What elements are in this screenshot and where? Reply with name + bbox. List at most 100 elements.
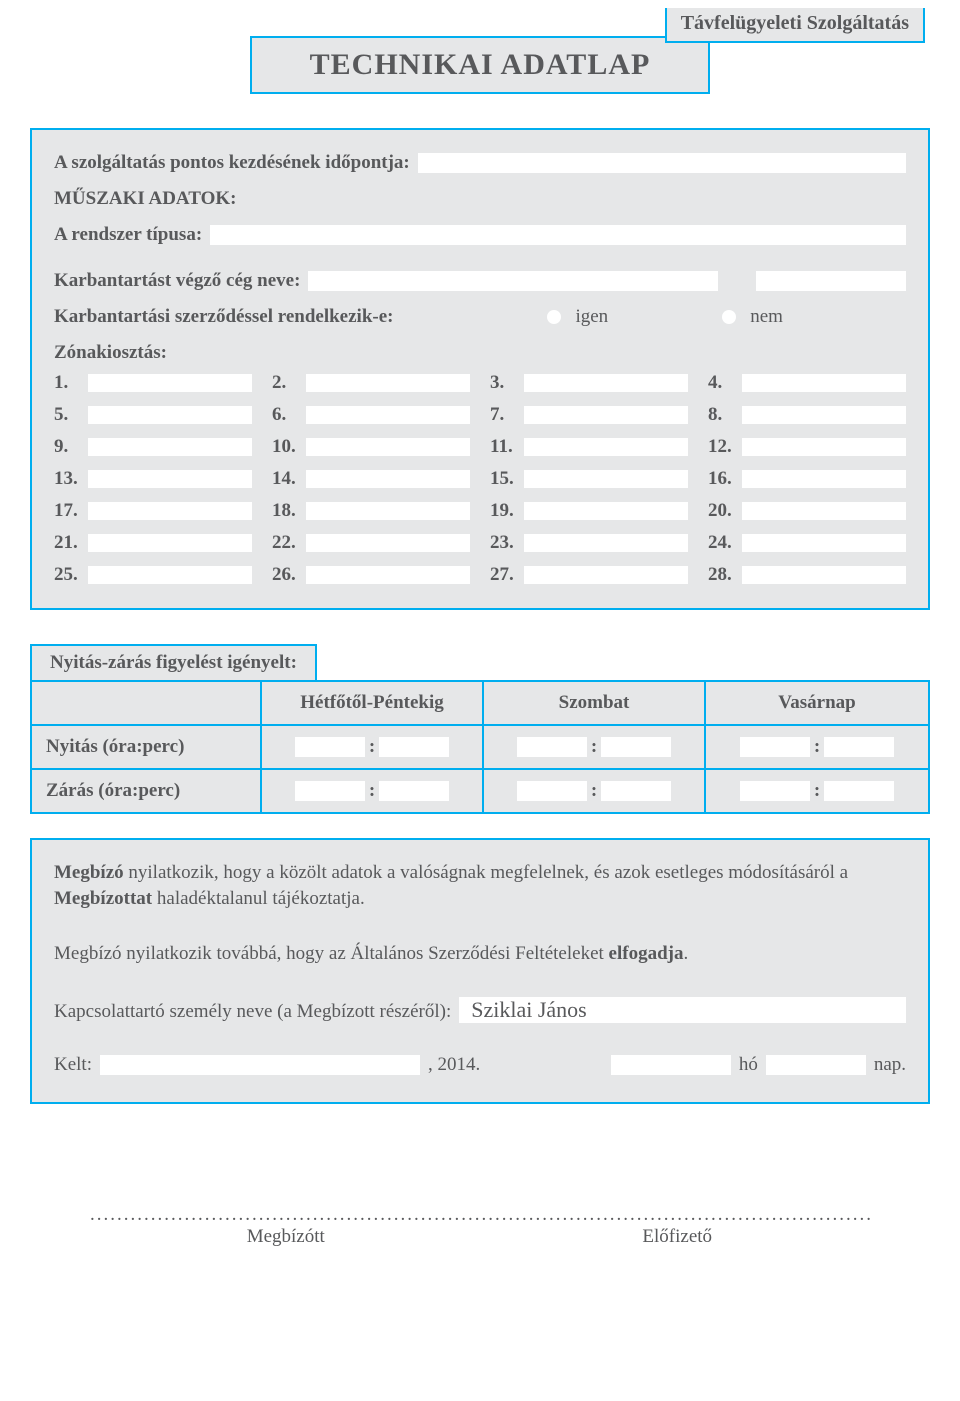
zone-label: 15. — [490, 468, 518, 490]
colon: : — [591, 736, 597, 758]
schedule-row-open-label: Nyitás (óra:perc) — [32, 726, 262, 770]
date-day-field[interactable] — [766, 1055, 866, 1075]
close-sat-min[interactable] — [601, 781, 671, 801]
zone-field[interactable] — [742, 566, 906, 584]
radio-yes-label: igen — [575, 306, 608, 328]
zone-grid: 1. 2. 3. 4. 5. 6. 7. 8. 9. 10. 11. 12. 1… — [54, 372, 906, 586]
contact-name-value: Sziklai János — [459, 995, 587, 1026]
zone-label: 12. — [708, 436, 736, 458]
zone-label: 19. — [490, 500, 518, 522]
open-sun-hour[interactable] — [740, 737, 810, 757]
schedule-row-close-label: Zárás (óra:perc) — [32, 770, 262, 812]
zone-label: 7. — [490, 404, 518, 426]
open-sat-hour[interactable] — [517, 737, 587, 757]
zone-field[interactable] — [306, 502, 470, 520]
close-sun-hour[interactable] — [740, 781, 810, 801]
contact-label: Kapcsolattartó személy neve (a Megbízott… — [54, 999, 451, 1025]
zone-label: 6. — [272, 404, 300, 426]
start-time-label: A szolgáltatás pontos kezdésének időpont… — [54, 152, 410, 174]
zone-field[interactable] — [742, 470, 906, 488]
zone-field[interactable] — [524, 470, 688, 488]
zone-label: 16. — [708, 468, 736, 490]
schedule-header-empty — [32, 682, 262, 726]
zone-field[interactable] — [306, 374, 470, 392]
zone-field[interactable] — [524, 534, 688, 552]
zone-label: 21. — [54, 532, 82, 554]
zone-label: 1. — [54, 372, 82, 394]
signature-dots: ........................................… — [482, 1204, 874, 1226]
signature-right-label: Előfizető — [482, 1226, 874, 1248]
service-corner-label: Távfelügyeleti Szolgáltatás — [665, 8, 925, 43]
zone-field[interactable] — [742, 374, 906, 392]
system-type-field[interactable] — [210, 225, 906, 245]
zone-label: 26. — [272, 564, 300, 586]
zone-field[interactable] — [524, 406, 688, 424]
signature-row: ........................................… — [30, 1204, 930, 1248]
zone-field[interactable] — [524, 374, 688, 392]
zone-field[interactable] — [306, 534, 470, 552]
close-weekday-hour[interactable] — [295, 781, 365, 801]
maint-company-field-2[interactable] — [756, 271, 906, 291]
colon: : — [814, 780, 820, 802]
zone-field[interactable] — [88, 374, 252, 392]
signature-left-label: Megbízótt — [90, 1226, 482, 1248]
open-sat-min[interactable] — [601, 737, 671, 757]
signature-right: ........................................… — [482, 1204, 874, 1248]
schedule-col-weekday: Hétfőtől-Péntekig — [262, 682, 484, 726]
zone-field[interactable] — [306, 406, 470, 424]
zone-label: 13. — [54, 468, 82, 490]
close-sun-min[interactable] — [824, 781, 894, 801]
date-place-field[interactable] — [100, 1055, 420, 1075]
schedule-table: Hétfőtől-Péntekig Szombat Vasárnap Nyitá… — [30, 680, 930, 814]
zone-field[interactable] — [524, 438, 688, 456]
maint-company-label: Karbantartást végző cég neve: — [54, 270, 300, 292]
contact-name-field[interactable]: Sziklai János — [459, 997, 906, 1023]
colon: : — [591, 780, 597, 802]
close-weekday-min[interactable] — [379, 781, 449, 801]
radio-yes[interactable] — [547, 310, 561, 324]
radio-no[interactable] — [722, 310, 736, 324]
zone-field[interactable] — [742, 502, 906, 520]
zone-label: 8. — [708, 404, 736, 426]
signature-dots: ........................................… — [90, 1204, 482, 1226]
date-year: , 2014. — [428, 1052, 480, 1078]
zone-field[interactable] — [742, 534, 906, 552]
zone-field[interactable] — [88, 438, 252, 456]
form-title: TECHNIKAI ADATLAP — [250, 36, 710, 94]
colon: : — [814, 736, 820, 758]
schedule-section: Nyitás-zárás figyelést igényelt: Hétfőtő… — [30, 644, 930, 814]
zone-field[interactable] — [88, 502, 252, 520]
schedule-top-label: Nyitás-zárás figyelést igényelt: — [30, 644, 317, 680]
maint-company-field[interactable] — [308, 271, 718, 291]
colon: : — [369, 736, 375, 758]
signature-left: ........................................… — [90, 1204, 482, 1248]
p2-tail: . — [683, 943, 688, 964]
zone-field[interactable] — [306, 438, 470, 456]
open-weekday-hour[interactable] — [295, 737, 365, 757]
start-time-field[interactable] — [418, 153, 906, 173]
zone-heading: Zónakiosztás: — [54, 342, 906, 364]
date-month-field[interactable] — [611, 1055, 731, 1075]
declaration-paragraph-1: Megbízó nyilatkozik, hogy a közölt adato… — [54, 860, 906, 911]
zone-label: 20. — [708, 500, 736, 522]
zone-field[interactable] — [742, 406, 906, 424]
zone-field[interactable] — [524, 502, 688, 520]
open-sun-min[interactable] — [824, 737, 894, 757]
p2-pre: Megbízó nyilatkozik továbbá, hogy az Ált… — [54, 943, 609, 964]
zone-field[interactable] — [306, 566, 470, 584]
colon: : — [369, 780, 375, 802]
zone-field[interactable] — [524, 566, 688, 584]
technical-data-panel: A szolgáltatás pontos kezdésének időpont… — [30, 128, 930, 610]
close-sat-hour[interactable] — [517, 781, 587, 801]
open-weekday-min[interactable] — [379, 737, 449, 757]
zone-field[interactable] — [88, 406, 252, 424]
zone-field[interactable] — [742, 438, 906, 456]
zone-field[interactable] — [88, 566, 252, 584]
zone-label: 17. — [54, 500, 82, 522]
zone-label: 10. — [272, 436, 300, 458]
zone-field[interactable] — [306, 470, 470, 488]
declaration-panel: Megbízó nyilatkozik, hogy a közölt adato… — [30, 838, 930, 1104]
zone-field[interactable] — [88, 534, 252, 552]
zone-field[interactable] — [88, 470, 252, 488]
zone-label: 18. — [272, 500, 300, 522]
